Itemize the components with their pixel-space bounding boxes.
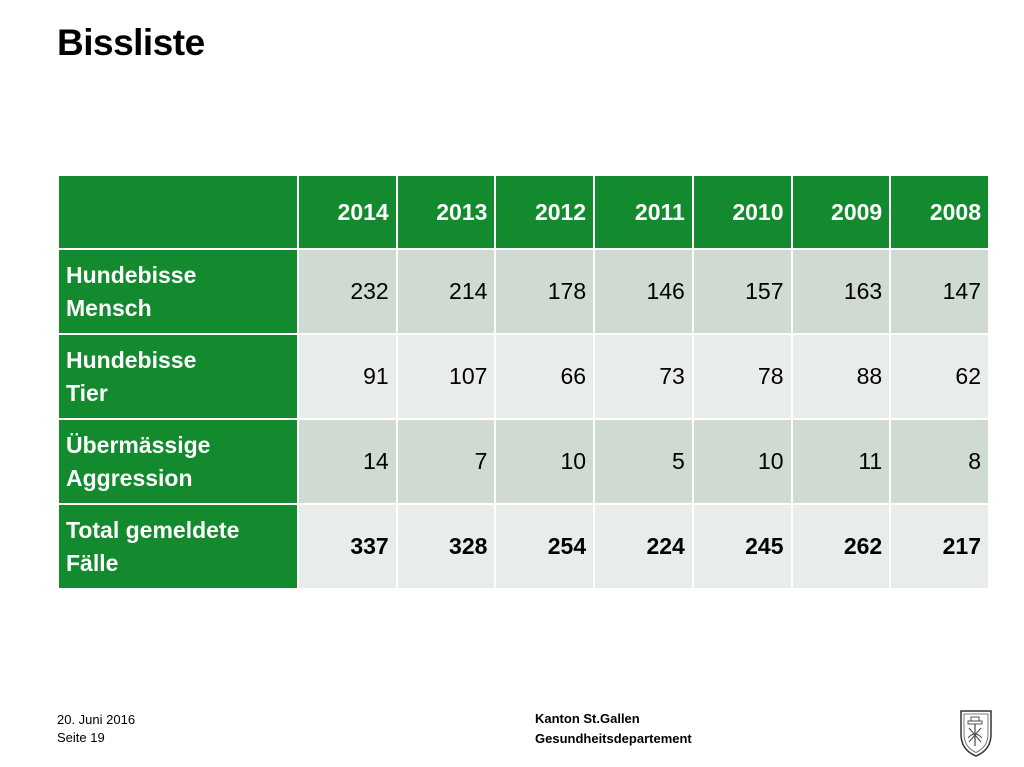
table-cell: 217 [889, 503, 990, 590]
row-label-line: Mensch [66, 294, 152, 321]
year-header: 2014 [297, 174, 398, 250]
table-cell: 178 [494, 248, 596, 335]
footer-canton: Kanton St.Gallen [535, 711, 640, 726]
row-label-line: Total gemeldete [66, 516, 240, 543]
table-cell: 337 [297, 503, 398, 590]
table-cell: 10 [494, 418, 596, 505]
table-cell: 11 [790, 418, 892, 505]
footer-meta: 20. Juni 2016 Seite 19 [57, 711, 135, 747]
row-label-line: Übermässige [66, 431, 211, 458]
table-row: Hundebisse Mensch 232 214 178 146 157 16… [57, 248, 990, 335]
table-row: Hundebisse Tier 91 107 66 73 78 88 62 [57, 333, 990, 420]
row-label-line: Fälle [66, 549, 119, 576]
table-cell: 78 [691, 333, 793, 420]
table-cell: 163 [790, 248, 892, 335]
row-label: Übermässige Aggression [57, 418, 299, 505]
footer-date: 20. Juni 2016 [57, 712, 136, 727]
table-header-row: 2014 2013 2012 2011 2010 2009 2008 [57, 174, 990, 250]
table-corner-cell [57, 174, 299, 250]
table-cell: 328 [395, 503, 497, 590]
table-cell: 5 [593, 418, 694, 505]
year-header: 2011 [593, 174, 694, 250]
year-header: 2012 [494, 174, 596, 250]
year-header: 2008 [889, 174, 990, 250]
year-header: 2013 [395, 174, 497, 250]
footer-department: Gesundheitsdepartement [535, 731, 692, 746]
footer-organization: Kanton St.Gallen Gesundheitsdepartement [535, 709, 692, 749]
table-cell: 107 [395, 333, 497, 420]
table-cell: 224 [593, 503, 694, 590]
page-title: Bissliste [57, 22, 205, 63]
table-row-total: Total gemeldete Fälle 337 328 254 224 24… [57, 503, 990, 590]
table-cell: 262 [790, 503, 892, 590]
bite-statistics-table: 2014 2013 2012 2011 2010 2009 2008 Hunde… [57, 174, 990, 590]
row-label: Total gemeldete Fälle [57, 503, 299, 590]
table-cell: 88 [790, 333, 892, 420]
table-cell: 10 [691, 418, 793, 505]
table-cell: 73 [593, 333, 694, 420]
table-cell: 147 [889, 248, 990, 335]
table-cell: 254 [494, 503, 596, 590]
table-cell: 157 [691, 248, 793, 335]
table-row: Übermässige Aggression 14 7 10 5 10 11 8 [57, 418, 990, 505]
row-label-line: Hundebisse [66, 261, 197, 288]
coat-of-arms-st-gallen-icon [960, 710, 992, 757]
table-cell: 245 [691, 503, 793, 590]
year-header: 2010 [691, 174, 793, 250]
footer-page-number: Seite 19 [57, 730, 105, 745]
row-label-line: Tier [66, 379, 108, 406]
table-cell: 146 [593, 248, 694, 335]
row-label-line: Aggression [66, 464, 193, 491]
table-cell: 7 [395, 418, 497, 505]
table-cell: 8 [889, 418, 990, 505]
table-cell: 91 [297, 333, 398, 420]
table-cell: 14 [297, 418, 398, 505]
table-cell: 66 [494, 333, 596, 420]
row-label: Hundebisse Tier [57, 333, 299, 420]
table-cell: 62 [889, 333, 990, 420]
row-label-line: Hundebisse [66, 346, 197, 373]
row-label: Hundebisse Mensch [57, 248, 299, 335]
year-header: 2009 [790, 174, 892, 250]
table-cell: 232 [297, 248, 398, 335]
table-cell: 214 [395, 248, 497, 335]
